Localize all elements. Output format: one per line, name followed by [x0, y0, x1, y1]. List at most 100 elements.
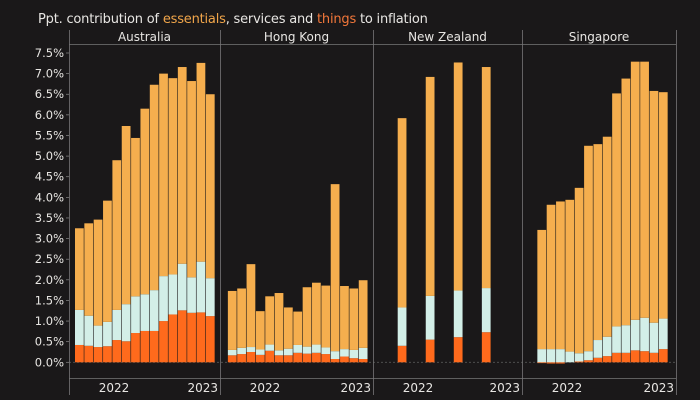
y-tick-label: 7.5% [35, 46, 64, 60]
bar-services [321, 347, 331, 355]
bar-essentials [602, 136, 612, 337]
title-middle: , services and [225, 12, 318, 27]
bar-things [149, 330, 159, 363]
title-things: things [317, 12, 357, 27]
bar-things [93, 347, 103, 363]
bar-things [340, 356, 349, 363]
bar-things [112, 340, 122, 363]
y-tick-label: 7.0% [35, 67, 64, 81]
bar-things [602, 356, 612, 363]
bar-essentials [237, 288, 246, 348]
panel-title: Singapore [569, 30, 630, 44]
x-tick-label: 2023 [340, 381, 371, 395]
bar-things [640, 351, 649, 363]
bar-things [584, 360, 593, 363]
bar-things [255, 354, 265, 363]
bar-essentials [255, 311, 265, 350]
bar-services [612, 326, 621, 353]
bar-services [140, 294, 150, 331]
bar-things [453, 337, 463, 363]
bar-services [121, 304, 131, 342]
bar-essentials [84, 223, 94, 316]
bar-things [574, 361, 584, 363]
bar-essentials [265, 296, 275, 345]
bar-services [340, 349, 349, 357]
x-tick-label: 2022 [403, 381, 434, 395]
x-tick-label: 2023 [187, 381, 218, 395]
bar-services [565, 351, 575, 363]
bar-services [574, 353, 584, 362]
x-tick-label: 2023 [489, 381, 520, 395]
chart-title: Ppt. contribution of essentials, service… [38, 12, 428, 27]
bar-essentials [274, 293, 284, 351]
bar-services [546, 349, 556, 363]
bar-services [602, 336, 612, 357]
bar-things [321, 354, 331, 363]
bar-essentials [321, 285, 331, 348]
y-tick-label: 5.5% [35, 128, 64, 142]
bar-services [556, 349, 565, 363]
bar-essentials [340, 286, 349, 350]
bar-essentials [630, 61, 640, 320]
bar-essentials [574, 187, 584, 354]
bar-essentials [546, 204, 556, 350]
y-tick-label: 3.5% [35, 211, 64, 225]
bar-services [149, 290, 159, 331]
bar-things [397, 345, 407, 363]
bar-services [658, 318, 668, 350]
bar-services [237, 347, 246, 355]
y-tick-label: 0.0% [35, 355, 64, 369]
bar-services [159, 276, 168, 322]
bar-essentials [75, 228, 84, 310]
bar-services [112, 309, 122, 341]
bar-services [103, 321, 112, 347]
bar-services [75, 309, 84, 345]
bar-things [121, 341, 131, 363]
bar-things [349, 358, 359, 363]
panel-new-zealand: New Zealand 2022 2023 [397, 30, 520, 395]
bar-services [621, 325, 631, 353]
bar-essentials [556, 201, 565, 350]
bar-services [84, 315, 94, 346]
bar-essentials [159, 73, 168, 277]
bar-services [265, 344, 275, 351]
y-tick-label: 1.0% [35, 314, 64, 328]
bar-services [584, 351, 593, 361]
bar-things [265, 350, 275, 363]
bar-essentials [658, 92, 668, 319]
bar-things [227, 355, 237, 363]
bar-services [246, 347, 256, 352]
bar-services [227, 349, 237, 356]
bar-things [168, 314, 178, 363]
bar-essentials [187, 81, 196, 278]
bar-services [330, 351, 340, 360]
bar-services [168, 274, 178, 315]
bar-essentials [481, 67, 491, 289]
bar-services [283, 348, 293, 356]
bar-services [205, 278, 215, 317]
bar-essentials [565, 199, 575, 352]
bar-things [103, 346, 112, 363]
bar-things [556, 362, 565, 364]
bar-things [84, 345, 94, 363]
bar-services [358, 347, 368, 360]
bar-things [330, 359, 340, 363]
bar-services [293, 344, 303, 353]
bar-essentials [227, 290, 237, 350]
bar-essentials [293, 311, 303, 345]
bar-services [537, 349, 547, 363]
x-tick-label: 2022 [250, 381, 281, 395]
bar-services [397, 307, 407, 346]
bar-things [131, 333, 140, 363]
bar-essentials [121, 125, 131, 305]
bar-essentials [177, 67, 187, 264]
bar-essentials [93, 219, 103, 326]
panel-singapore: Singapore 2022 2023 [537, 30, 674, 395]
bar-essentials [103, 200, 112, 322]
title-suffix: to inflation [356, 12, 428, 27]
bar-services [593, 340, 603, 358]
bar-things [425, 339, 435, 363]
bar-essentials [453, 62, 463, 291]
bar-services [425, 295, 435, 340]
